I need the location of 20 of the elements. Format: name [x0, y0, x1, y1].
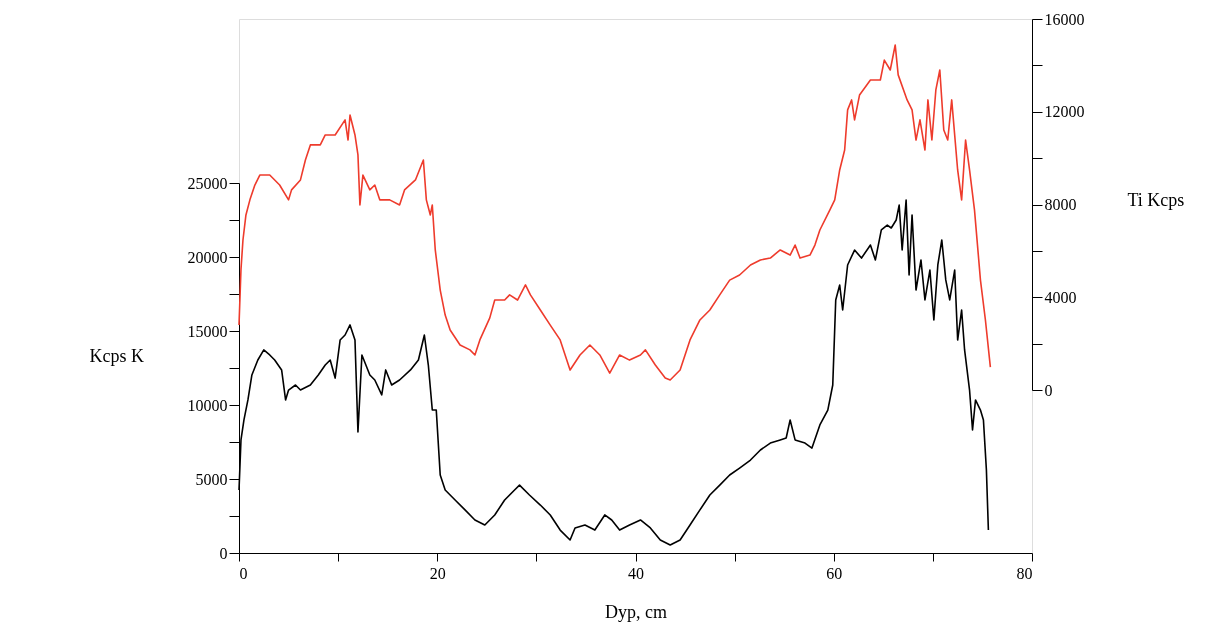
- x-tick-label: 20: [429, 564, 446, 582]
- y-tick-label: 20000: [187, 248, 228, 266]
- x-tick-label: 60: [826, 564, 843, 582]
- x-axis-title: Dyp, cm: [605, 601, 667, 622]
- y2-tick-label: 12000: [1044, 103, 1085, 121]
- y-tick-label: 25000: [187, 174, 228, 192]
- y2-tick-label: 8000: [1044, 196, 1077, 213]
- y-tick-label: 10000: [187, 396, 228, 414]
- x-tick-label: 40: [628, 564, 644, 582]
- x-tick-label: 80: [1016, 564, 1033, 582]
- y-tick-label: 0: [219, 544, 228, 562]
- x-tick-label: 0: [239, 564, 248, 582]
- line-series: [238, 44, 992, 381]
- y-tick-label: 5000: [195, 470, 228, 488]
- y2-tick-label: 4000: [1044, 288, 1077, 306]
- y-tick-label: 15000: [187, 322, 228, 340]
- y2-axis-title: Ti Kcps: [1127, 189, 1185, 210]
- y2-tick-label: 0: [1044, 381, 1053, 399]
- y2-tick-label: 16000: [1044, 10, 1085, 28]
- y-axis-title: Kcps K: [89, 345, 144, 366]
